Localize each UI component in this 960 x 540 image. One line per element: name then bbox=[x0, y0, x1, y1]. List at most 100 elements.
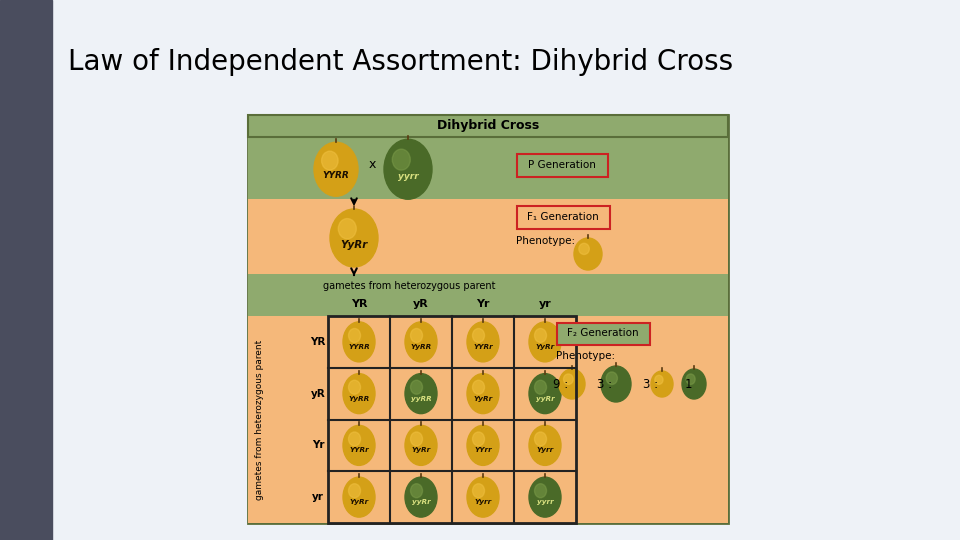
Text: Dihybrid Cross: Dihybrid Cross bbox=[437, 119, 540, 132]
Text: gametes from heterozygous parent: gametes from heterozygous parent bbox=[323, 281, 495, 291]
Ellipse shape bbox=[348, 484, 361, 498]
Text: 3 :: 3 : bbox=[643, 377, 659, 390]
Ellipse shape bbox=[651, 371, 673, 397]
Text: YYRr: YYRr bbox=[473, 344, 492, 350]
Text: F₁ Generation: F₁ Generation bbox=[527, 212, 599, 222]
Text: P Generation: P Generation bbox=[528, 160, 596, 170]
Text: Phenotype:: Phenotype: bbox=[516, 236, 575, 246]
Ellipse shape bbox=[529, 477, 561, 517]
Text: YyRr: YyRr bbox=[473, 396, 492, 402]
Ellipse shape bbox=[467, 374, 499, 414]
Text: YyRr: YyRr bbox=[349, 499, 369, 505]
Ellipse shape bbox=[322, 151, 338, 170]
Text: YR: YR bbox=[310, 337, 325, 347]
FancyBboxPatch shape bbox=[557, 322, 650, 345]
Bar bbox=[248, 115, 728, 137]
Ellipse shape bbox=[330, 209, 378, 267]
Bar bbox=[248, 316, 728, 523]
Text: yyRr: yyRr bbox=[536, 396, 554, 402]
Text: YYRR: YYRR bbox=[348, 344, 370, 350]
Bar bbox=[248, 137, 728, 199]
Text: YyRR: YyRR bbox=[410, 344, 432, 350]
Ellipse shape bbox=[535, 432, 546, 446]
Text: yyRr: yyRr bbox=[412, 499, 430, 505]
Text: Yyrr: Yyrr bbox=[537, 447, 554, 454]
Ellipse shape bbox=[535, 380, 546, 394]
Text: YR: YR bbox=[350, 299, 368, 309]
Bar bbox=[248, 199, 728, 274]
Ellipse shape bbox=[529, 426, 561, 465]
Text: x: x bbox=[369, 158, 375, 171]
Text: Yr: Yr bbox=[312, 441, 324, 450]
Ellipse shape bbox=[535, 484, 546, 498]
Text: yyRR: yyRR bbox=[411, 396, 431, 402]
Text: yyrr: yyrr bbox=[537, 499, 553, 505]
Ellipse shape bbox=[343, 477, 375, 517]
Ellipse shape bbox=[467, 477, 499, 517]
Bar bbox=[0, 0, 52, 540]
Ellipse shape bbox=[601, 366, 631, 402]
Ellipse shape bbox=[348, 328, 361, 342]
Ellipse shape bbox=[393, 149, 410, 170]
Text: 9 :: 9 : bbox=[553, 377, 568, 390]
Text: YyRr: YyRr bbox=[536, 344, 555, 350]
Ellipse shape bbox=[655, 375, 663, 384]
Ellipse shape bbox=[472, 328, 485, 342]
Ellipse shape bbox=[472, 380, 485, 394]
FancyBboxPatch shape bbox=[516, 153, 608, 177]
Ellipse shape bbox=[574, 238, 602, 270]
Ellipse shape bbox=[343, 322, 375, 362]
Ellipse shape bbox=[343, 426, 375, 465]
Ellipse shape bbox=[564, 374, 573, 384]
Ellipse shape bbox=[338, 219, 356, 239]
Ellipse shape bbox=[579, 244, 589, 254]
Text: YyRr: YyRr bbox=[340, 240, 368, 250]
Text: F₂ Generation: F₂ Generation bbox=[567, 328, 638, 339]
Ellipse shape bbox=[682, 369, 706, 399]
Text: yr: yr bbox=[539, 299, 551, 309]
Text: yR: yR bbox=[311, 389, 325, 399]
Text: Yyrr: Yyrr bbox=[474, 499, 492, 505]
Ellipse shape bbox=[405, 426, 437, 465]
Bar bbox=[328, 316, 576, 523]
Ellipse shape bbox=[467, 426, 499, 465]
Ellipse shape bbox=[343, 374, 375, 414]
Ellipse shape bbox=[606, 372, 617, 384]
Ellipse shape bbox=[405, 322, 437, 362]
Text: Phenotype:: Phenotype: bbox=[556, 351, 615, 361]
Text: YyRR: YyRR bbox=[348, 396, 370, 402]
Ellipse shape bbox=[405, 374, 437, 414]
Text: 3 :: 3 : bbox=[597, 377, 612, 390]
Ellipse shape bbox=[535, 328, 546, 342]
Ellipse shape bbox=[467, 322, 499, 362]
Text: YYRR: YYRR bbox=[323, 172, 349, 180]
Text: 1: 1 bbox=[685, 377, 692, 390]
Text: YYRr: YYRr bbox=[349, 447, 369, 454]
Ellipse shape bbox=[348, 380, 361, 394]
Ellipse shape bbox=[529, 374, 561, 414]
Text: yyrr: yyrr bbox=[397, 172, 419, 181]
Ellipse shape bbox=[384, 139, 432, 199]
Ellipse shape bbox=[686, 374, 695, 384]
Ellipse shape bbox=[411, 484, 422, 498]
Text: Law of Independent Assortment: Dihybrid Cross: Law of Independent Assortment: Dihybrid … bbox=[68, 48, 733, 76]
Text: YyRr: YyRr bbox=[412, 447, 431, 454]
Text: Yr: Yr bbox=[476, 299, 490, 309]
Text: YYrr: YYrr bbox=[474, 447, 492, 454]
Text: gametes from heterozygous parent: gametes from heterozygous parent bbox=[255, 339, 265, 500]
Bar bbox=[248, 115, 728, 523]
Text: yR: yR bbox=[413, 299, 429, 309]
Ellipse shape bbox=[348, 432, 361, 446]
Ellipse shape bbox=[411, 380, 422, 394]
FancyBboxPatch shape bbox=[516, 206, 610, 228]
Ellipse shape bbox=[559, 369, 585, 399]
Ellipse shape bbox=[529, 322, 561, 362]
Ellipse shape bbox=[411, 432, 422, 446]
Text: yr: yr bbox=[312, 492, 324, 502]
Ellipse shape bbox=[405, 477, 437, 517]
Bar bbox=[248, 274, 728, 316]
Ellipse shape bbox=[472, 432, 485, 446]
Ellipse shape bbox=[314, 142, 358, 196]
Ellipse shape bbox=[411, 328, 422, 342]
Ellipse shape bbox=[472, 484, 485, 498]
